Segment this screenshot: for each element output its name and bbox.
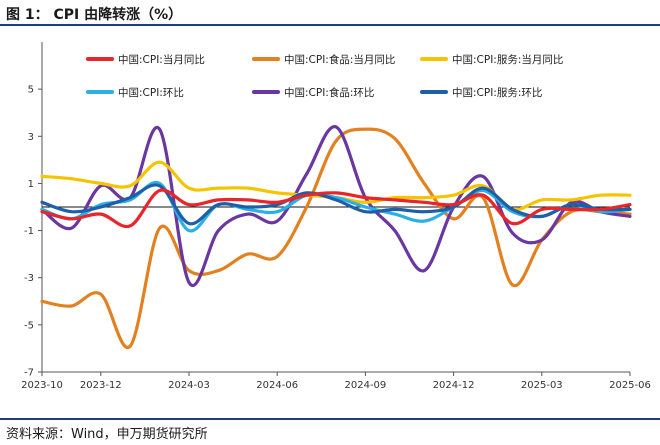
series-line-1 xyxy=(40,127,632,350)
series-line-0 xyxy=(40,188,632,229)
series-line-4 xyxy=(40,125,632,287)
legend-label-3: 中国:CPI:环比 xyxy=(118,86,184,99)
x-tick-label: 2023-10 xyxy=(21,380,63,391)
cpi-line-chart: 中国:CPI:当月同比 中国:CPI:食品:当月同比 中国:CPI:服务:当月同比中… xyxy=(21,42,651,391)
legend-label-1: 中国:CPI:食品:当月同比 xyxy=(284,53,395,66)
figure-title: 图 1： CPI 由降转涨（%） xyxy=(6,7,183,23)
legend-label-5: 中国:CPI:服务:环比 xyxy=(452,86,542,99)
legend-label-4: 中国:CPI:食品:环比 xyxy=(284,86,374,99)
title-rule xyxy=(0,24,660,26)
source-note: 资料来源：Wind，申万期货研究所 xyxy=(6,427,208,442)
x-tick-label: 2025-06 xyxy=(609,380,651,391)
series-lines xyxy=(40,125,632,350)
y-tick-label: -3 xyxy=(24,273,34,284)
y-tick-label: 5 xyxy=(28,85,34,96)
y-tick-label: -1 xyxy=(24,226,34,237)
legend-label-2: 中国:CPI:服务:当月同比 xyxy=(452,53,563,66)
legend-label-0: 中国:CPI:当月同比 xyxy=(118,53,205,66)
series-line-2 xyxy=(40,160,632,212)
x-tick-label: 2024-09 xyxy=(345,380,387,391)
x-tick-label: 2025-03 xyxy=(521,380,563,391)
x-tick-label: 2024-03 xyxy=(168,380,210,391)
legend: 中国:CPI:当月同比 中国:CPI:食品:当月同比 中国:CPI:服务:当月同比中… xyxy=(86,53,563,99)
y-tick-label: -5 xyxy=(24,320,34,331)
y-tick-label: 3 xyxy=(28,132,34,143)
series-line-5 xyxy=(40,183,632,226)
y-tick-label: -7 xyxy=(24,368,34,379)
source-rule xyxy=(0,418,660,420)
x-tick-label: 2024-12 xyxy=(433,380,475,391)
x-tick-label: 2024-06 xyxy=(256,380,298,391)
x-tick-label: 2023-12 xyxy=(80,380,122,391)
y-tick-label: 1 xyxy=(28,179,34,190)
